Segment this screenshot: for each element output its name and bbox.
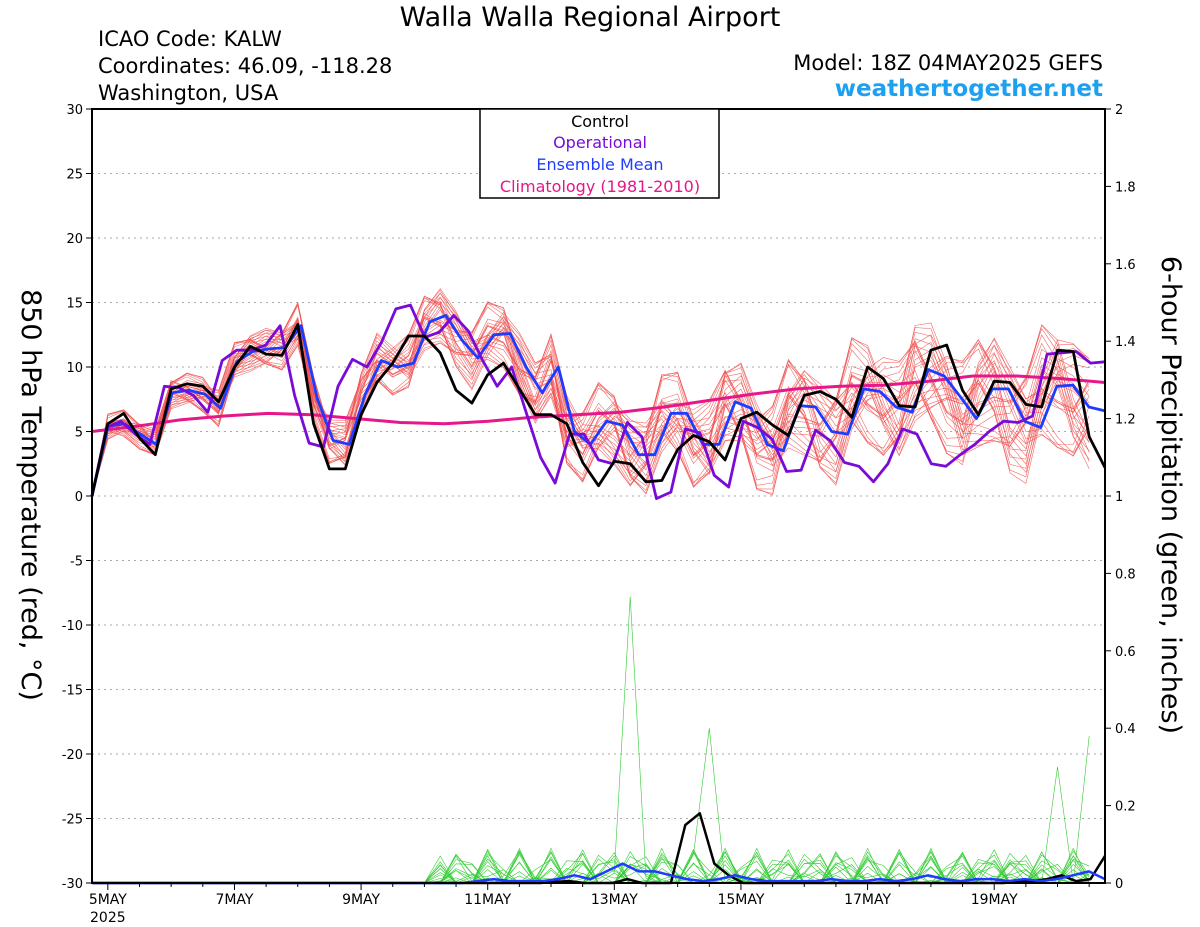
x-tick-label: 19MAY <box>971 892 1018 908</box>
y-tick-label: 10 <box>66 361 83 376</box>
ensemble-member-line <box>91 301 1090 497</box>
y2-tick-label: 0.2 <box>1115 800 1136 815</box>
x-tick-label: 11MAY <box>464 892 511 908</box>
y-tick-label: 15 <box>66 297 83 312</box>
legend-operational: Operational <box>553 133 647 152</box>
y-tick-label: 25 <box>66 168 83 183</box>
y-tick-label: -15 <box>62 684 83 699</box>
x-tick-label: 13MAY <box>591 892 638 908</box>
y2-tick-label: 0.6 <box>1115 645 1136 660</box>
legend-mean: Ensemble Mean <box>536 155 663 174</box>
control-precip-line <box>92 812 1107 885</box>
ensemble-member-line <box>91 322 1090 497</box>
ensemble-member-line <box>91 295 1090 497</box>
x-tick-label: 7MAY <box>215 892 253 908</box>
y2-axis: 2 1.8 1.6 1.4 1.2 1 0.8 0.6 0.4 0.2 0 <box>1105 103 1136 892</box>
y-tick-label: 5 <box>75 426 83 441</box>
coordinates: Coordinates: 46.09, -118.28 <box>98 54 393 78</box>
y2-tick-label: 2 <box>1115 103 1123 118</box>
chart-title: Walla Walla Regional Airport <box>399 2 781 33</box>
y-tick-label: 0 <box>75 490 83 505</box>
climatology-line <box>91 374 1106 433</box>
y2-axis-label: 6-hour Precipitation (green, inches) <box>1155 256 1186 734</box>
icao-code: ICAO Code: KALW <box>98 27 282 51</box>
y2-tick-label: 1.4 <box>1115 335 1136 350</box>
legend-box <box>479 108 720 199</box>
x-tick-label: 17MAY <box>844 892 891 908</box>
y-axis-label: 850 hPa Temperature (red, °C) <box>15 289 46 701</box>
control-line <box>90 323 1107 497</box>
x-axis: 5MAY 2025 7MAY 9MAY 11MAY 13MAY 15MAY 17MAY 19MA… <box>89 883 1090 926</box>
x-tick-label: 9MAY <box>342 892 380 908</box>
ensemble-member-line <box>91 296 1090 497</box>
grid-lines <box>92 173 1105 819</box>
ensemble-member-line <box>91 300 1090 497</box>
ensemble-members <box>91 288 1090 497</box>
y2-tick-label: 1 <box>1115 490 1123 505</box>
precip-member-line <box>92 728 1090 884</box>
ensemble-member-line <box>91 301 1090 497</box>
y2-tick-label: 1.8 <box>1115 180 1136 195</box>
y2-tick-label: 0.8 <box>1115 567 1136 582</box>
y2-tick-label: 0.4 <box>1115 722 1136 737</box>
precip-member-line <box>92 596 1090 884</box>
y-tick-label: 30 <box>66 103 83 118</box>
legend-control: Control <box>571 112 629 131</box>
operational-line <box>90 303 1106 500</box>
x-tick-label: 5MAY <box>89 892 127 908</box>
precip-member-line <box>92 766 1090 884</box>
y-tick-label: -20 <box>62 748 83 763</box>
y2-tick-label: 1.6 <box>1115 258 1136 273</box>
x-tick-year: 2025 <box>90 910 126 926</box>
model-run: Model: 18Z 04MAY2025 GEFS <box>793 51 1103 75</box>
ensemble-member-line <box>91 302 1090 497</box>
legend: Control Operational Ensemble Mean Climat… <box>479 108 720 199</box>
precip-member-line <box>92 735 1090 884</box>
ensemble-member-line <box>91 318 1090 497</box>
precip-members <box>92 596 1090 884</box>
y2-tick-label: 0 <box>1115 877 1123 892</box>
y-tick-label: -30 <box>62 877 83 892</box>
location: Washington, USA <box>98 81 279 105</box>
ensemble-member-line <box>91 301 1090 497</box>
y-tick-label: -10 <box>62 619 83 634</box>
ensemble-member-line <box>91 322 1090 497</box>
y2-tick-label: 1.2 <box>1115 413 1136 428</box>
y-tick-label: 20 <box>66 232 83 247</box>
ensemble-member-line <box>91 306 1090 497</box>
site-link[interactable]: weathertogether.net <box>834 76 1103 102</box>
y-axis: 30 25 20 15 10 5 0 -5 -10 -15 -20 -25 -30 <box>62 103 92 892</box>
y-tick-label: -5 <box>70 555 83 570</box>
y-tick-label: -25 <box>62 813 83 828</box>
legend-climatology: Climatology (1981-2010) <box>500 177 700 196</box>
x-tick-label: 15MAY <box>717 892 764 908</box>
